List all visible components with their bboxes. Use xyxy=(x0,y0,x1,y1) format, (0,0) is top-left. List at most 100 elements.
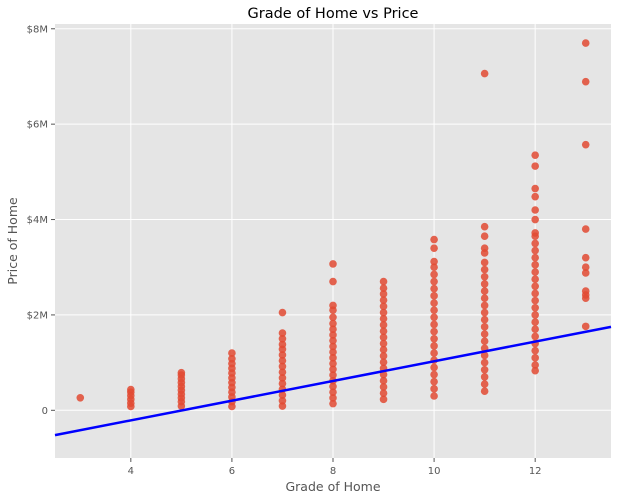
data-point xyxy=(430,327,438,336)
data-point xyxy=(430,313,438,322)
data-point xyxy=(531,239,539,248)
data-point xyxy=(379,395,388,404)
data-point xyxy=(76,394,85,402)
data-point xyxy=(278,340,287,349)
data-point xyxy=(228,349,236,357)
data-point xyxy=(379,302,388,311)
data-point xyxy=(430,334,438,343)
data-point xyxy=(278,351,287,359)
data-point xyxy=(480,69,489,78)
data-point xyxy=(379,277,388,286)
data-point xyxy=(329,388,337,396)
data-point xyxy=(480,373,489,381)
data-point xyxy=(430,257,438,266)
data-point xyxy=(430,349,438,357)
fit-line-group xyxy=(54,325,612,437)
data-point xyxy=(480,265,489,274)
data-point xyxy=(278,391,287,399)
data-point xyxy=(480,358,489,367)
data-point xyxy=(581,287,590,295)
data-point xyxy=(581,269,590,277)
data-point xyxy=(480,308,489,317)
data-point xyxy=(581,253,590,262)
x-tick-label: 6 xyxy=(229,466,235,477)
data-point xyxy=(430,299,438,307)
data-point xyxy=(329,371,337,379)
data-point xyxy=(379,284,388,293)
data-point xyxy=(430,306,438,314)
y-axis-ticks: 0 $2M $4M $6M $8M xyxy=(27,24,55,417)
data-point xyxy=(531,296,539,305)
data-point xyxy=(531,253,539,262)
data-point xyxy=(480,287,489,295)
data-point xyxy=(430,342,438,350)
data-point xyxy=(278,329,287,337)
data-point xyxy=(480,244,489,252)
data-point xyxy=(329,359,337,368)
data-point xyxy=(531,361,539,369)
data-point xyxy=(531,246,539,255)
data-point xyxy=(480,222,489,231)
data-point xyxy=(531,303,539,312)
data-point xyxy=(329,313,337,322)
data-point xyxy=(278,379,287,388)
data-point xyxy=(430,320,438,329)
chart-title: Grade of Home vs Price xyxy=(248,6,419,22)
data-point xyxy=(581,225,590,233)
data-point xyxy=(379,308,388,317)
data-point xyxy=(329,394,337,402)
data-point xyxy=(329,260,337,268)
data-point xyxy=(329,399,337,408)
data-point xyxy=(278,402,287,410)
data-point xyxy=(480,323,489,331)
data-point xyxy=(430,263,438,272)
data-point xyxy=(531,275,539,283)
y-tick-label: $6M xyxy=(27,120,48,131)
data-point xyxy=(531,346,539,355)
data-point xyxy=(329,325,337,334)
data-point xyxy=(430,277,438,286)
data-point xyxy=(430,244,438,252)
data-point xyxy=(228,355,236,363)
data-point xyxy=(480,337,489,345)
data-point xyxy=(379,296,388,304)
data-point xyxy=(480,301,489,310)
data-point xyxy=(480,387,489,396)
data-point xyxy=(531,261,539,269)
data-point xyxy=(430,385,438,393)
data-point xyxy=(531,215,539,224)
data-point xyxy=(480,294,489,303)
data-point xyxy=(480,280,489,288)
x-tick-label: 10 xyxy=(428,466,441,477)
data-point xyxy=(177,368,186,377)
data-point xyxy=(379,383,388,391)
data-point xyxy=(430,270,438,279)
x-axis-title: Grade of Home xyxy=(285,479,380,494)
data-point xyxy=(127,385,135,394)
y-tick-label: $4M xyxy=(27,215,48,226)
data-point xyxy=(329,365,337,374)
data-point xyxy=(278,356,287,365)
data-point xyxy=(379,290,388,298)
data-point xyxy=(430,370,438,379)
y-tick-label: 0 xyxy=(42,406,48,417)
y-tick-label: $8M xyxy=(27,24,48,35)
x-tick-label: 4 xyxy=(128,466,134,477)
data-point xyxy=(278,334,287,343)
data-point xyxy=(379,327,388,335)
data-point xyxy=(329,301,337,310)
data-point xyxy=(379,352,388,360)
data-point xyxy=(531,332,539,341)
data-point xyxy=(278,308,287,317)
data-point xyxy=(531,325,539,334)
data-point xyxy=(531,162,539,170)
data-point xyxy=(329,342,337,351)
data-point xyxy=(278,396,287,405)
data-point xyxy=(531,289,539,298)
data-point xyxy=(480,330,489,338)
fit-line xyxy=(54,325,612,437)
data-point xyxy=(379,376,388,385)
data-point xyxy=(531,282,539,291)
data-point xyxy=(531,366,539,375)
